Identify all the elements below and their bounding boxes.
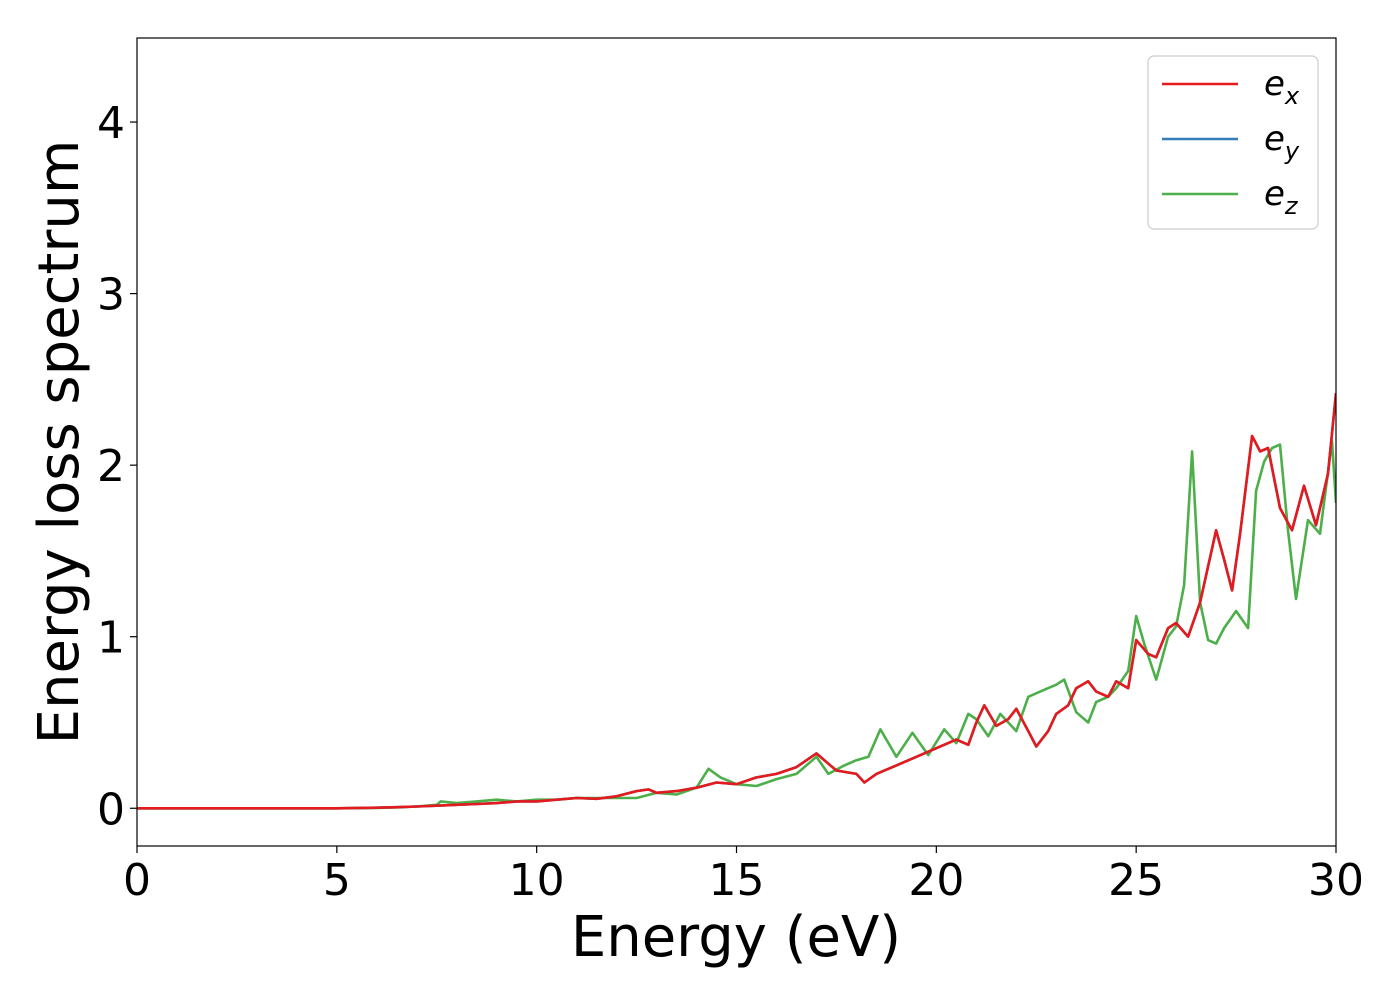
legend-label-e-z: ez xyxy=(1264,174,1299,220)
series-layer xyxy=(137,392,1336,810)
series-line-e-x xyxy=(137,392,1336,810)
y-tick-label: 2 xyxy=(97,441,125,492)
legend-label-e-y: ey xyxy=(1264,119,1300,165)
legend-box xyxy=(1147,55,1319,230)
x-tick-label: 20 xyxy=(908,855,964,906)
legend-label-e-x: ex xyxy=(1264,64,1300,110)
x-tick-label: 15 xyxy=(709,855,765,906)
x-tick-label: 30 xyxy=(1308,855,1364,906)
x-tick-label: 10 xyxy=(509,855,565,906)
y-axis-title: Energy loss spectrum xyxy=(27,140,92,745)
y-axis: 0 1 2 3 4 xyxy=(97,98,137,835)
x-tick-label: 0 xyxy=(123,855,151,906)
legend: ex ey ez xyxy=(1147,55,1319,230)
x-axis: 0 5 10 15 20 25 30 xyxy=(123,846,1364,906)
y-tick-label: 0 xyxy=(97,784,125,835)
y-tick-label: 4 xyxy=(97,98,125,149)
x-tick-label: 5 xyxy=(323,855,351,906)
x-tick-label: 25 xyxy=(1108,855,1164,906)
y-tick-label: 3 xyxy=(97,270,125,321)
y-tick-label: 1 xyxy=(97,613,125,664)
x-axis-title: Energy (eV) xyxy=(571,905,901,970)
